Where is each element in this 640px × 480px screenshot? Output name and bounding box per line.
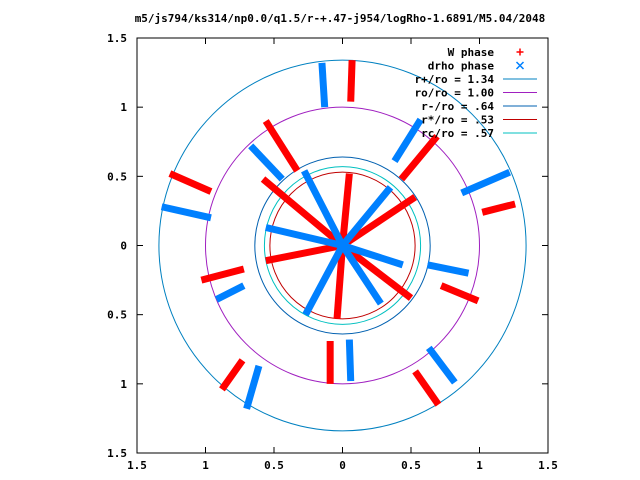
y-tick-label-4: 0.5: [107, 170, 127, 183]
y-tick-label-2: 0.5: [107, 309, 127, 322]
reference-circles: [158, 59, 527, 432]
circle-2: [254, 156, 431, 335]
legend-swatch-1: [515, 61, 525, 70]
legend-label-4: r-/ro = .64: [421, 100, 494, 113]
w-phase-segment-11: [340, 194, 418, 249]
y-tick-label-1: 1: [120, 378, 127, 391]
drho-phase-segment-9: [345, 339, 355, 382]
w-phase-segment-15: [339, 173, 353, 246]
w-phase-segment-10: [260, 176, 345, 249]
drho-phase-segment-1: [248, 143, 285, 182]
w-phase-segment-14: [333, 245, 346, 320]
drho-phase-segment-5: [214, 282, 246, 303]
w-phase-segment-2: [398, 133, 440, 182]
w-phase-segment-7: [219, 358, 246, 392]
drho-phase-segment-0: [318, 62, 329, 108]
drho-phase-segment-14: [302, 243, 346, 317]
legend-label-0: W phase: [448, 46, 495, 59]
w-phase-segment-13: [340, 242, 414, 301]
circle-3: [269, 171, 416, 320]
x-tick-label-2: 0.5: [264, 459, 284, 472]
legend-label-6: rc/ro = .57: [421, 127, 494, 140]
legend-label-5: r*/ro = .53: [421, 114, 494, 127]
x-tick-label-4: 0.5: [401, 459, 421, 472]
w-phase-segment-8: [412, 369, 442, 407]
drho-phase-segment-3: [160, 203, 212, 222]
x-tick-label-5: 1: [476, 459, 483, 472]
drho-phase-segment-6: [426, 261, 470, 277]
w-phase-segment-4: [481, 200, 516, 216]
drho-phase-segment-12: [264, 224, 344, 249]
legend-label-1: drho phase: [428, 60, 495, 73]
y-tick-label-0: 1.5: [107, 447, 127, 460]
x-tick-label-0: 1.5: [127, 459, 147, 472]
w-phase-segment-0: [347, 60, 356, 102]
w-phase-segment-3: [168, 170, 213, 195]
y-tick-label-3: 0: [120, 240, 127, 253]
x-tick-label-3: 0: [339, 459, 346, 472]
drho-phase-segment-15: [339, 243, 384, 306]
circle-4: [263, 166, 422, 325]
w-phase-segment-12: [265, 242, 344, 265]
circle-0: [158, 59, 527, 432]
w-phase-segment-5: [200, 265, 245, 284]
drho-phase-segment-2: [391, 117, 424, 163]
legend-label-2: r+/ro = 1.34: [415, 73, 495, 86]
drho-phase-segment-8: [426, 345, 458, 385]
drho-phase-segment-10: [301, 169, 346, 248]
x-tick-label-1: 1: [202, 459, 209, 472]
drho-phase-segment-7: [243, 364, 263, 410]
legend-swatch-0: [516, 48, 524, 56]
x-tick-label-6: 1.5: [538, 459, 558, 472]
circle-1: [205, 106, 480, 385]
y-tick-label-6: 1.5: [107, 32, 127, 45]
drho-phase-segment-13: [341, 242, 404, 269]
legend-label-3: ro/ro = 1.00: [415, 87, 494, 100]
chart-title: m5/js794/ks314/np0.0/q1.5/r-+.47-j954/lo…: [135, 12, 546, 25]
drho-phase-segment-4: [460, 168, 512, 197]
data-series: [160, 60, 516, 410]
y-tick-label-5: 1: [120, 101, 127, 114]
w-phase-segment-1: [262, 119, 301, 173]
drho-phase-segment-11: [339, 185, 394, 248]
w-phase-segment-6: [439, 282, 480, 305]
